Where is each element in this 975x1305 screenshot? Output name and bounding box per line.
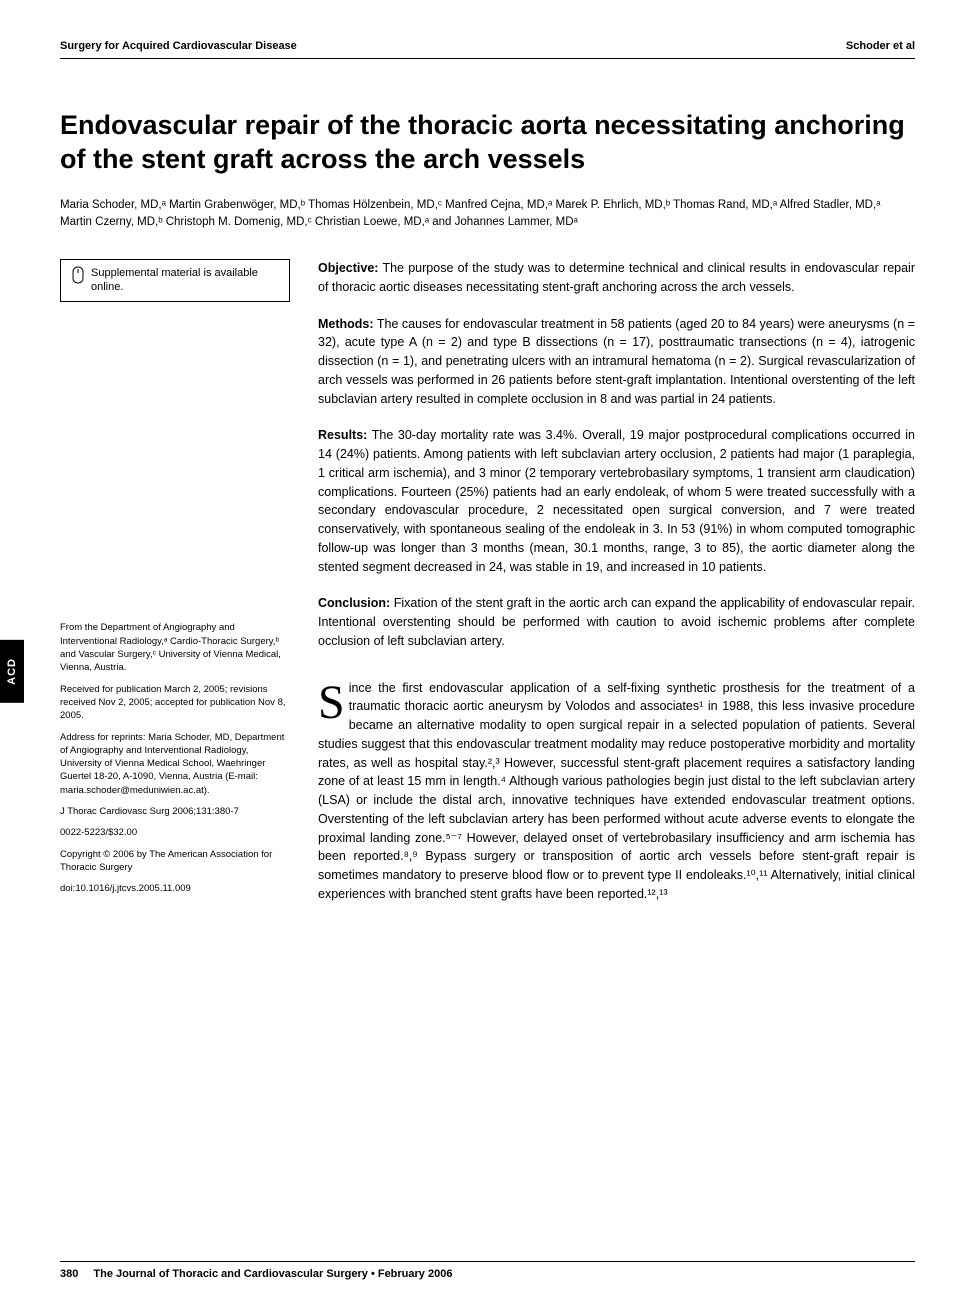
body-paragraph: Since the first endovascular application…: [318, 679, 915, 904]
conclusion-text: Fixation of the stent graft in the aorti…: [318, 596, 915, 648]
results-label: Results:: [318, 428, 367, 442]
methods-text: The causes for endovascular treatment in…: [318, 317, 915, 406]
objective-label: Objective:: [318, 261, 378, 275]
footer-journal: The Journal of Thoracic and Cardiovascul…: [93, 1268, 452, 1280]
pub-issn: 0022-5223/$32.00: [60, 826, 290, 839]
left-spacer: [60, 302, 290, 622]
section-tab: ACD: [0, 640, 24, 703]
authors-list: Maria Schoder, MD,ᵃ Martin Grabenwöger, …: [60, 197, 915, 232]
pub-from: From the Department of Angiography and I…: [60, 621, 290, 674]
mouse-icon: [71, 266, 85, 288]
abstract-methods: Methods: The causes for endovascular tre…: [318, 315, 915, 409]
right-column: Objective: The purpose of the study was …: [318, 259, 915, 904]
supplemental-box: Supplemental material is available onlin…: [60, 259, 290, 302]
pub-doi: doi:10.1016/j.jtcvs.2005.11.009: [60, 882, 290, 895]
pub-citation: J Thorac Cardiovasc Surg 2006;131:380-7: [60, 805, 290, 818]
conclusion-label: Conclusion:: [318, 596, 390, 610]
results-text: The 30-day mortality rate was 3.4%. Over…: [318, 428, 915, 573]
article-title: Endovascular repair of the thoracic aort…: [60, 109, 915, 177]
page-footer: 380 The Journal of Thoracic and Cardiova…: [60, 1261, 915, 1280]
supplemental-text: Supplemental material is available onlin…: [91, 266, 279, 295]
publication-info: From the Department of Angiography and I…: [60, 621, 290, 903]
dropcap: S: [318, 679, 349, 723]
abstract-objective: Objective: The purpose of the study was …: [318, 259, 915, 297]
pub-copyright: Copyright © 2006 by The American Associa…: [60, 848, 290, 875]
abstract-conclusion: Conclusion: Fixation of the stent graft …: [318, 594, 915, 650]
abstract-results: Results: The 30-day mortality rate was 3…: [318, 426, 915, 576]
footer-page-number: 380: [60, 1268, 78, 1280]
content-columns: Supplemental material is available onlin…: [60, 259, 915, 904]
running-header: Surgery for Acquired Cardiovascular Dise…: [60, 40, 915, 59]
pub-received: Received for publication March 2, 2005; …: [60, 683, 290, 723]
left-column: Supplemental material is available onlin…: [60, 259, 290, 904]
header-right: Schoder et al: [846, 40, 915, 52]
methods-label: Methods:: [318, 317, 374, 331]
header-left: Surgery for Acquired Cardiovascular Dise…: [60, 40, 297, 52]
objective-text: The purpose of the study was to determin…: [318, 261, 915, 294]
body-text: ince the first endovascular application …: [318, 681, 915, 901]
pub-address: Address for reprints: Maria Schoder, MD,…: [60, 731, 290, 797]
